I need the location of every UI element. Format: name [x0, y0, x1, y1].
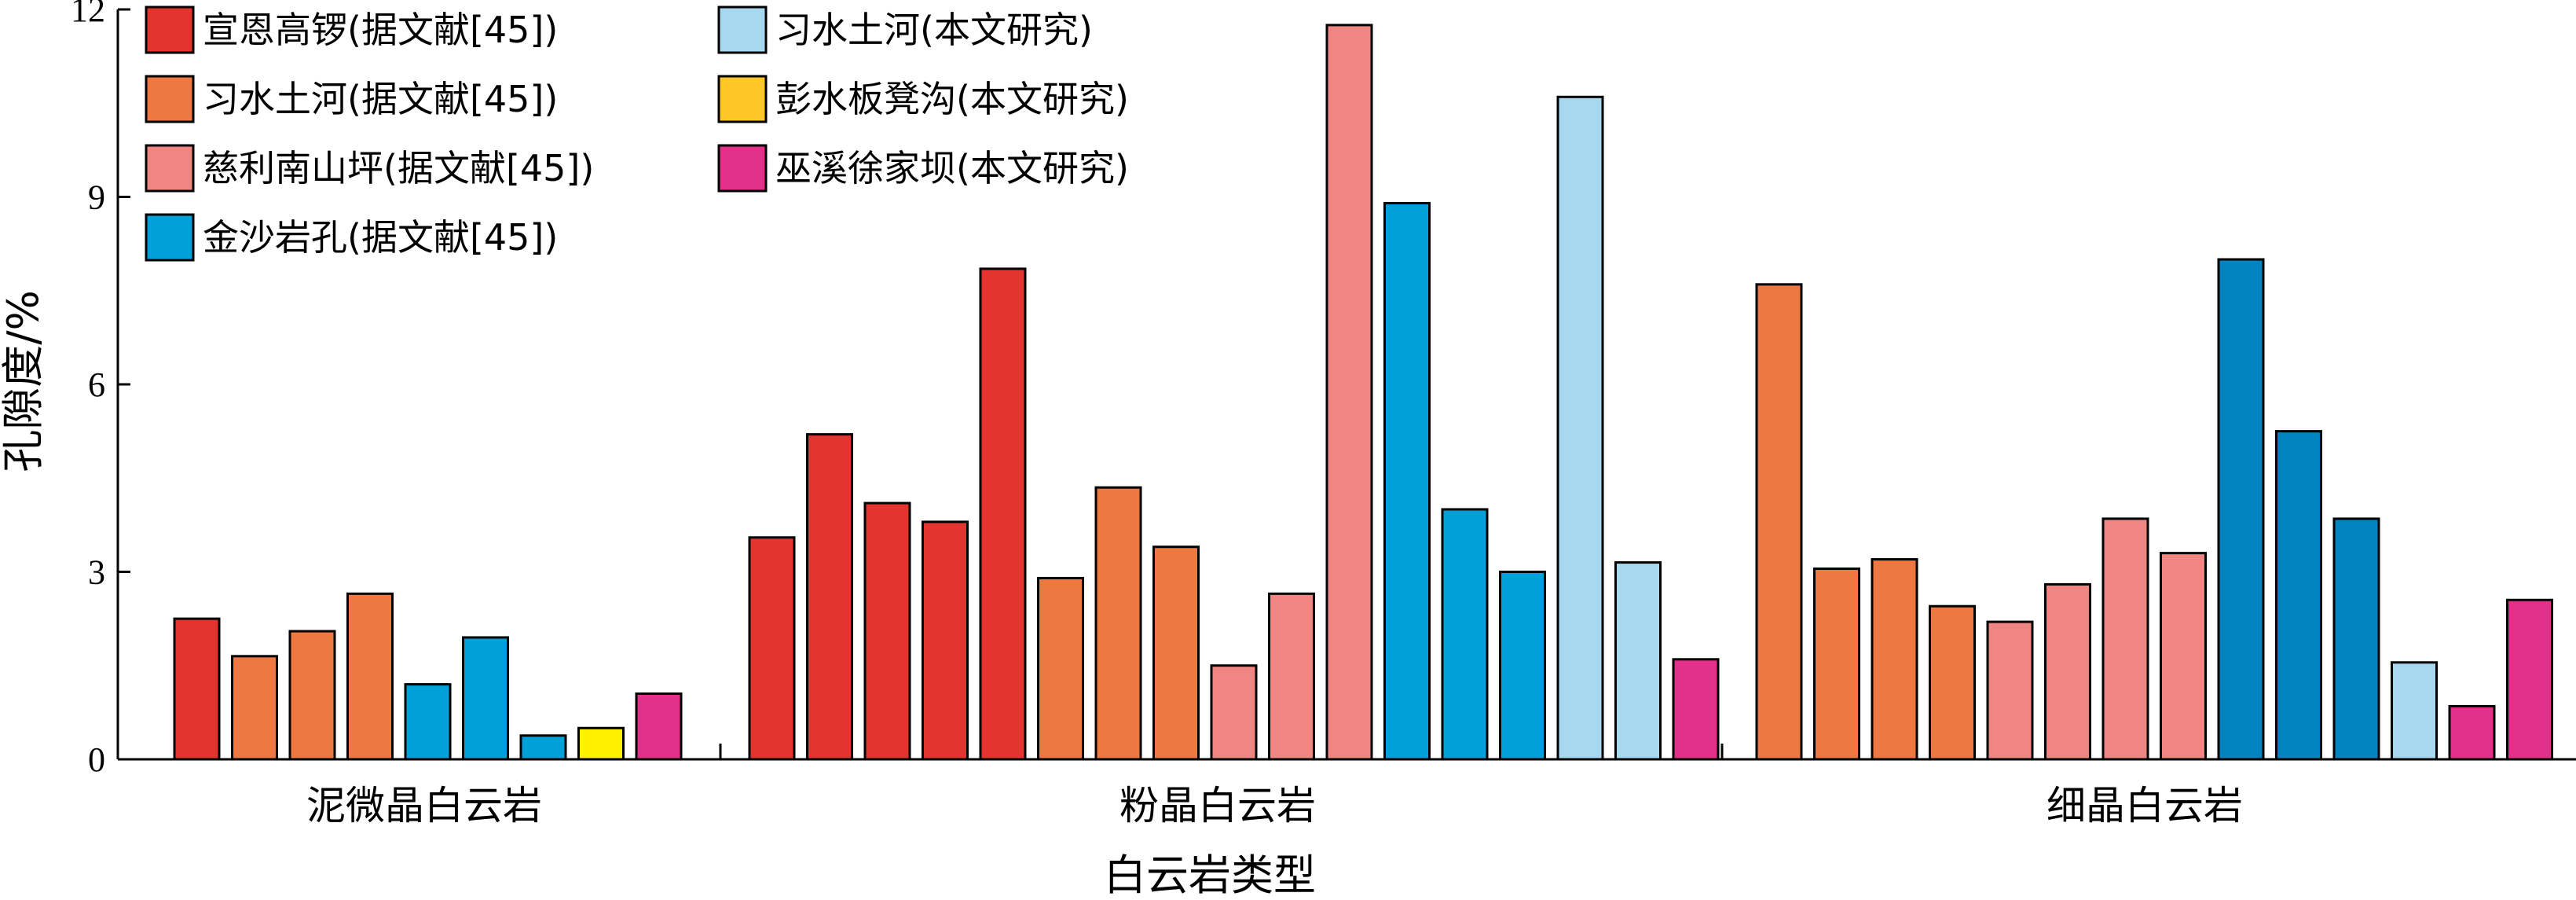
legend-label: 慈利南山坪(据文献[45]) [203, 147, 594, 189]
bar [173, 617, 221, 761]
legend-swatch [145, 75, 195, 123]
bar [519, 734, 567, 761]
y-tick-label: 12 [71, 0, 105, 29]
bar [231, 655, 278, 761]
y-tick-label: 0 [88, 740, 105, 779]
bar [1755, 283, 1803, 761]
bar [2101, 517, 2149, 761]
category-label: 细晶白云岩 [2047, 783, 2243, 828]
bar [635, 692, 683, 761]
bar [404, 683, 452, 761]
bar [1614, 561, 1662, 761]
bar [1152, 546, 1200, 761]
bars-layer [173, 24, 2553, 761]
bar [979, 267, 1027, 761]
bar [1556, 95, 1604, 761]
legend-swatch [145, 213, 195, 262]
bar [346, 592, 394, 761]
y-axis-title: 孔隙度/% [0, 290, 48, 472]
bar [288, 630, 336, 761]
bar [2160, 552, 2207, 761]
bar [1871, 558, 1918, 761]
legend-label: 习水土河(据文献[45]) [203, 78, 558, 120]
y-tick-label: 9 [88, 178, 105, 217]
bar [462, 636, 509, 761]
bar [1094, 486, 1142, 761]
bar [577, 726, 625, 761]
legend: 宣恩高锣(据文献[45]) 习水土河(据文献[45]) 慈利南山坪(据文献[45])… [145, 6, 1129, 262]
legend-swatch [717, 75, 768, 123]
bar [2275, 430, 2322, 761]
y-tick-label: 6 [88, 366, 105, 404]
y-tick-label: 3 [88, 553, 105, 592]
legend-swatch [145, 144, 195, 193]
bar [1037, 576, 1084, 761]
bar [1325, 24, 1373, 761]
category-label: 粉晶白云岩 [1119, 783, 1316, 828]
bar [1268, 592, 1315, 761]
bar [2332, 517, 2380, 761]
x-axis-title: 白云岩类型 [1104, 850, 1316, 900]
bar [922, 520, 969, 761]
legend-label: 巫溪徐家坝(本文研究) [775, 147, 1129, 189]
bar [1383, 201, 1431, 761]
bar [863, 501, 911, 761]
bar [1441, 508, 1489, 761]
legend-swatch [145, 6, 195, 54]
legend-label: 金沙岩孔(据文献[45]) [203, 216, 558, 259]
bar [2217, 258, 2265, 761]
bar [2448, 704, 2496, 761]
bar [2044, 582, 2091, 761]
legend-swatch [717, 144, 768, 193]
category-label: 泥微晶白云岩 [306, 783, 542, 828]
bar [2506, 598, 2553, 761]
legend-label: 宣恩高锣(据文献[45]) [203, 9, 558, 51]
bar [1672, 658, 1720, 761]
bar [1499, 571, 1546, 761]
legend-swatch [717, 6, 768, 54]
bar [748, 536, 796, 761]
bar [1813, 568, 1860, 761]
legend-label: 彭水板凳沟(本文研究) [775, 78, 1129, 120]
bar [1929, 604, 1976, 761]
bar [1986, 620, 2034, 761]
legend-label: 习水土河(本文研究) [775, 9, 1093, 51]
bar [2391, 661, 2438, 761]
axes-layer: 0 3 6 9 12 泥微晶白云岩 粉晶白云岩 细晶白云岩 [71, 0, 2576, 828]
bar [806, 433, 853, 761]
bar [1210, 664, 1258, 761]
